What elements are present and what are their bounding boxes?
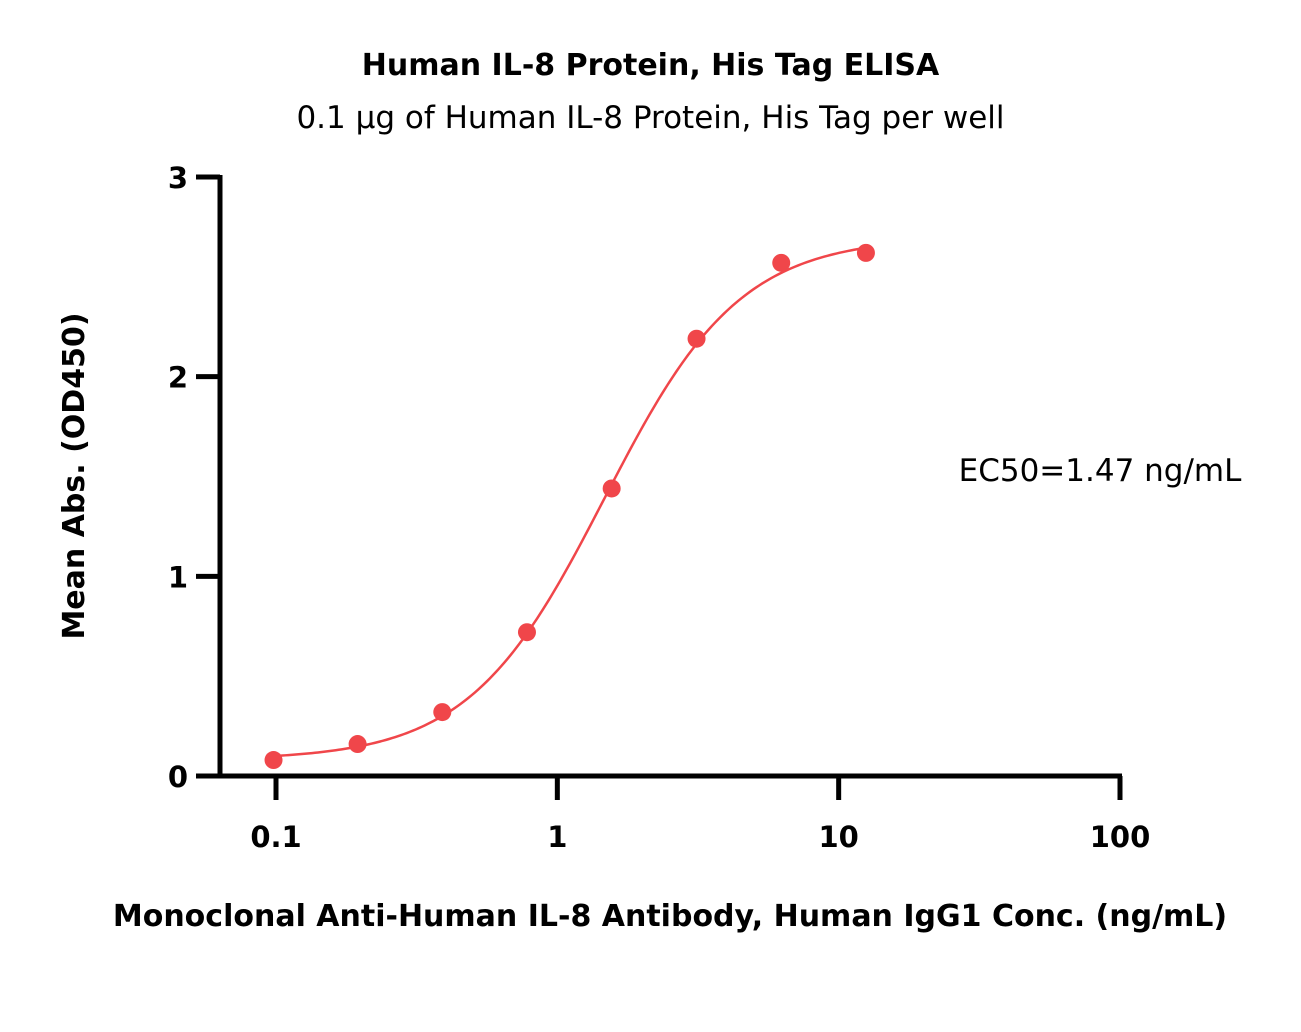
- x-tick-label: 10: [818, 820, 858, 854]
- x-axis-label: Monoclonal Anti-Human IL-8 Antibody, Hum…: [113, 899, 1227, 934]
- x-tick-label: 0.1: [250, 820, 301, 854]
- fit-curve: [273, 246, 867, 758]
- x-tick-label: 1: [547, 820, 567, 854]
- data-point: [264, 751, 283, 770]
- chart-title: Human IL-8 Protein, His Tag ELISA: [361, 48, 940, 83]
- chart-subtitle: 0.1 µg of Human IL-8 Protein, His Tag pe…: [296, 100, 1005, 136]
- data-point: [856, 243, 875, 262]
- data-point: [348, 735, 367, 754]
- x-tick-label: 100: [1090, 820, 1151, 854]
- data-point: [602, 479, 621, 498]
- y-tick-label: 0: [168, 760, 188, 794]
- y-tick-label: 1: [168, 560, 188, 594]
- y-tick-label: 2: [168, 361, 188, 395]
- data-points-layer: [264, 243, 875, 770]
- y-axis-label: Mean Abs. (OD450): [57, 312, 92, 639]
- ec50-annotation: EC50=1.47 ng/mL: [959, 453, 1242, 489]
- y-tick-label: 3: [168, 161, 188, 195]
- data-point: [517, 623, 536, 642]
- fit-curve-layer: [273, 246, 867, 758]
- data-point: [687, 329, 706, 348]
- data-point: [433, 703, 452, 722]
- data-point: [772, 253, 791, 272]
- axes: 0 1 2 3 0.1 1 10 100: [168, 161, 1150, 854]
